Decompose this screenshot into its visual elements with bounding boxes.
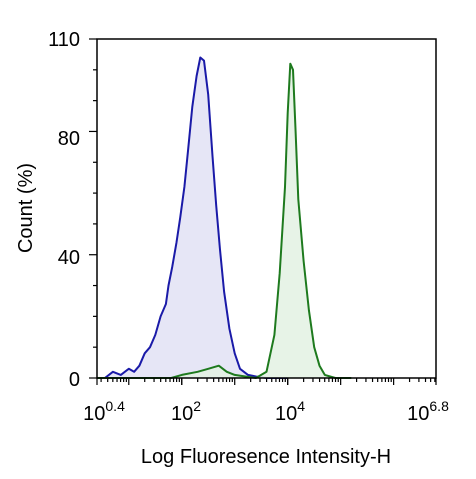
- x-tick-exponent: 2: [193, 398, 201, 414]
- y-tick-label: 40: [58, 247, 80, 269]
- x-tick-label: 100.4: [83, 398, 125, 425]
- series-layer: [97, 56, 352, 379]
- series-area-2: [97, 63, 352, 378]
- x-tick-base: 10: [171, 403, 193, 425]
- plot-frame: [96, 38, 437, 379]
- series-line-2: [97, 62, 352, 379]
- x-tick-base: 10: [83, 403, 105, 425]
- series-area-1: [97, 57, 288, 378]
- x-tick-base: 10: [407, 403, 429, 425]
- x-tick-exponent: 6.8: [429, 398, 449, 414]
- y-tick-label: 110: [48, 29, 80, 51]
- x-tick-label: 102: [171, 398, 201, 425]
- tick-layer: [89, 38, 437, 385]
- x-tick-exponent: 4: [297, 398, 305, 414]
- x-tick-base: 10: [275, 403, 297, 425]
- x-axis-title: Log Fluoresence Intensity-H: [141, 446, 391, 468]
- y-axis-title: Count (%): [15, 163, 37, 253]
- y-tick-label: 0: [69, 369, 80, 391]
- series-line-1: [97, 56, 288, 379]
- x-tick-exponent: 0.4: [105, 398, 125, 414]
- x-tick-label: 104: [275, 398, 305, 425]
- y-tick-label: 80: [58, 128, 80, 150]
- x-tick-label: 106.8: [407, 398, 449, 425]
